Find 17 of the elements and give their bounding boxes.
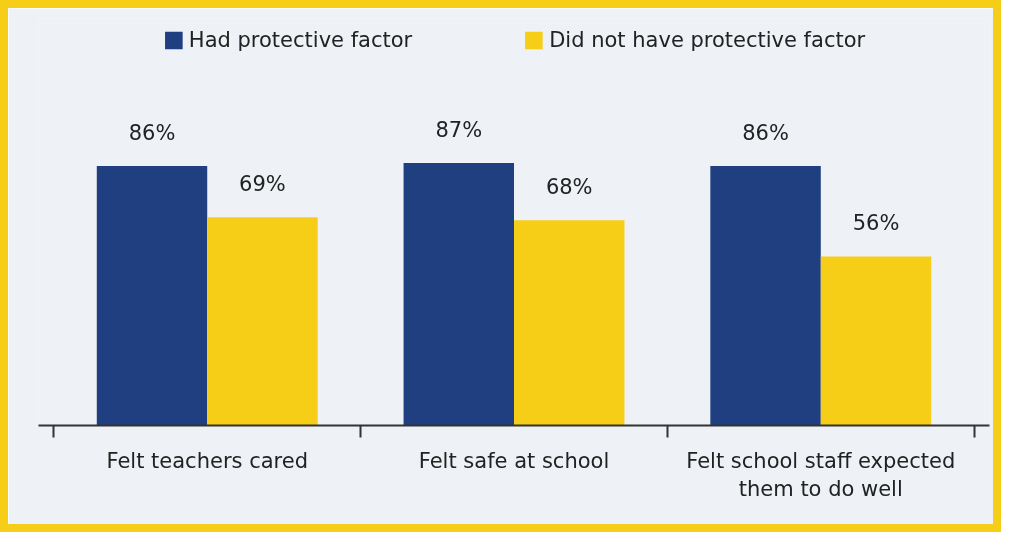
bar <box>96 165 208 426</box>
data-label: 69% <box>239 172 286 197</box>
bar <box>710 165 821 426</box>
bar <box>820 256 932 426</box>
data-label: 56% <box>852 211 900 236</box>
bar <box>514 220 625 426</box>
bar <box>207 217 318 426</box>
data-label: 86% <box>128 120 176 145</box>
data-label: 86% <box>742 120 789 145</box>
x-tick-label: Felt school staff expected them to do well <box>686 448 956 502</box>
x-tick-label: Felt teachers cared <box>106 448 308 473</box>
x-tick-label: Felt safe at school <box>418 448 610 473</box>
bar <box>403 162 514 426</box>
data-label: 68% <box>545 175 593 200</box>
legend-label: Had protective factor <box>188 28 413 52</box>
legend-label: Did not have protective factor <box>549 28 866 52</box>
data-label: 87% <box>435 117 483 142</box>
